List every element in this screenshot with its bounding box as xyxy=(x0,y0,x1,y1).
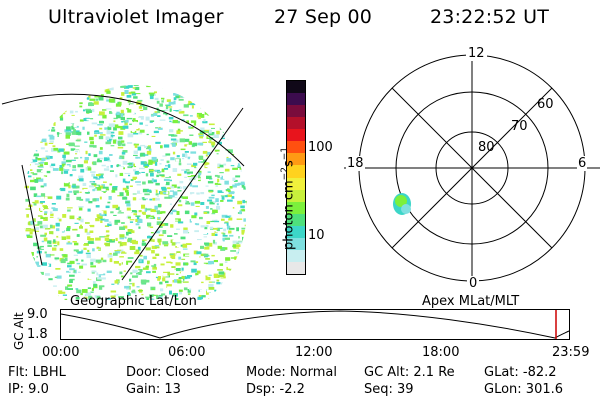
colorbar-segment xyxy=(287,81,305,94)
polar-plot xyxy=(344,52,600,284)
polar-diagonal-2 xyxy=(391,87,553,249)
info-dsp: Dsp: -2.2 xyxy=(246,382,305,397)
colorbar-segment xyxy=(287,249,305,262)
colorbar-segment xyxy=(287,129,305,142)
colorbar-segment xyxy=(287,105,305,118)
info-glon: GLon: 301.6 xyxy=(484,382,564,397)
colorbar-segment xyxy=(287,141,305,154)
altitude-tick-low: 1.8 xyxy=(27,327,48,342)
polar-label-left: 18 xyxy=(346,156,365,171)
colorbar-segment xyxy=(287,189,305,202)
info-door: Door: Closed xyxy=(126,365,210,380)
info-ip: IP: 9.0 xyxy=(8,382,49,397)
polar-label-top: 12 xyxy=(466,46,487,61)
colorbar-segment xyxy=(287,225,305,238)
polar-label-right: 6 xyxy=(577,156,588,171)
time-tick-0000: 00:00 xyxy=(42,345,80,360)
time-tick-0600: 06:00 xyxy=(168,345,206,360)
info-filter: Flt: LBHL xyxy=(8,365,66,380)
colorbar-tick-100: 100 xyxy=(308,140,333,155)
longitude-line xyxy=(121,107,244,281)
latitude-line-left xyxy=(21,164,43,266)
colorbar-segment xyxy=(287,237,305,250)
colorbar-segment xyxy=(287,201,305,214)
colorbar-segment xyxy=(287,177,305,190)
colorbar-segment xyxy=(287,261,305,274)
time-tick-1800: 18:00 xyxy=(422,345,460,360)
colorbar-segment xyxy=(287,93,305,106)
info-seq: Seq: 39 xyxy=(364,382,414,397)
time-tick-1200: 12:00 xyxy=(295,345,333,360)
apex-label: Apex MLat/MLT xyxy=(422,294,520,309)
colorbar-segment xyxy=(287,213,305,226)
altitude-frame xyxy=(60,309,570,340)
time-tick-2359: 23:59 xyxy=(552,345,590,360)
emission-speckle xyxy=(23,85,247,300)
info-gc-alt: GC Alt: 2.1 Re xyxy=(364,365,455,380)
latitude-line xyxy=(1,93,245,167)
polar-ring-label-70: 70 xyxy=(511,119,528,134)
colorbar-segment xyxy=(287,153,305,166)
altitude-plot xyxy=(60,309,570,340)
geographic-label: Geographic Lat/Lon xyxy=(70,294,197,309)
date-label: 27 Sep 00 xyxy=(274,6,373,28)
polar-ring-label-80: 80 xyxy=(478,140,495,155)
colorbar-tick-10: 10 xyxy=(308,228,325,243)
polar-ring-label-60: 60 xyxy=(537,97,554,112)
info-glat: GLat: -82.2 xyxy=(484,365,557,380)
info-gain: Gain: 13 xyxy=(126,382,181,397)
colorbar xyxy=(286,80,306,275)
colorbar-segment xyxy=(287,117,305,130)
polar-label-bottom: 0 xyxy=(467,276,480,291)
auroral-blob xyxy=(393,193,411,215)
info-mode: Mode: Normal xyxy=(246,365,337,380)
colorbar-segment xyxy=(287,165,305,178)
instrument-title: Ultraviolet Imager xyxy=(48,6,224,28)
time-label: 23:22:52 UT xyxy=(430,6,550,28)
altitude-curve xyxy=(60,310,570,339)
geographic-image xyxy=(1,85,247,300)
colorbar-label: photon cm−2s−1 xyxy=(280,146,297,250)
altitude-tick-high: 9.0 xyxy=(27,307,48,322)
